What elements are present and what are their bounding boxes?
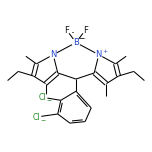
Text: −: −: [46, 98, 51, 103]
Text: Cl: Cl: [39, 93, 46, 102]
Circle shape: [82, 27, 88, 33]
Circle shape: [38, 93, 47, 102]
Circle shape: [95, 51, 102, 58]
Text: F: F: [64, 26, 69, 35]
Circle shape: [64, 27, 70, 33]
Text: Cl: Cl: [33, 112, 40, 122]
Text: B: B: [73, 38, 79, 47]
Text: .: .: [70, 23, 74, 36]
Text: F: F: [83, 26, 88, 35]
Text: +: +: [102, 49, 107, 54]
Text: N: N: [96, 50, 102, 59]
Text: −: −: [78, 34, 85, 43]
Circle shape: [72, 39, 80, 46]
Circle shape: [32, 113, 41, 121]
Text: −: −: [40, 118, 45, 123]
Circle shape: [50, 51, 57, 58]
Text: N: N: [50, 50, 56, 59]
